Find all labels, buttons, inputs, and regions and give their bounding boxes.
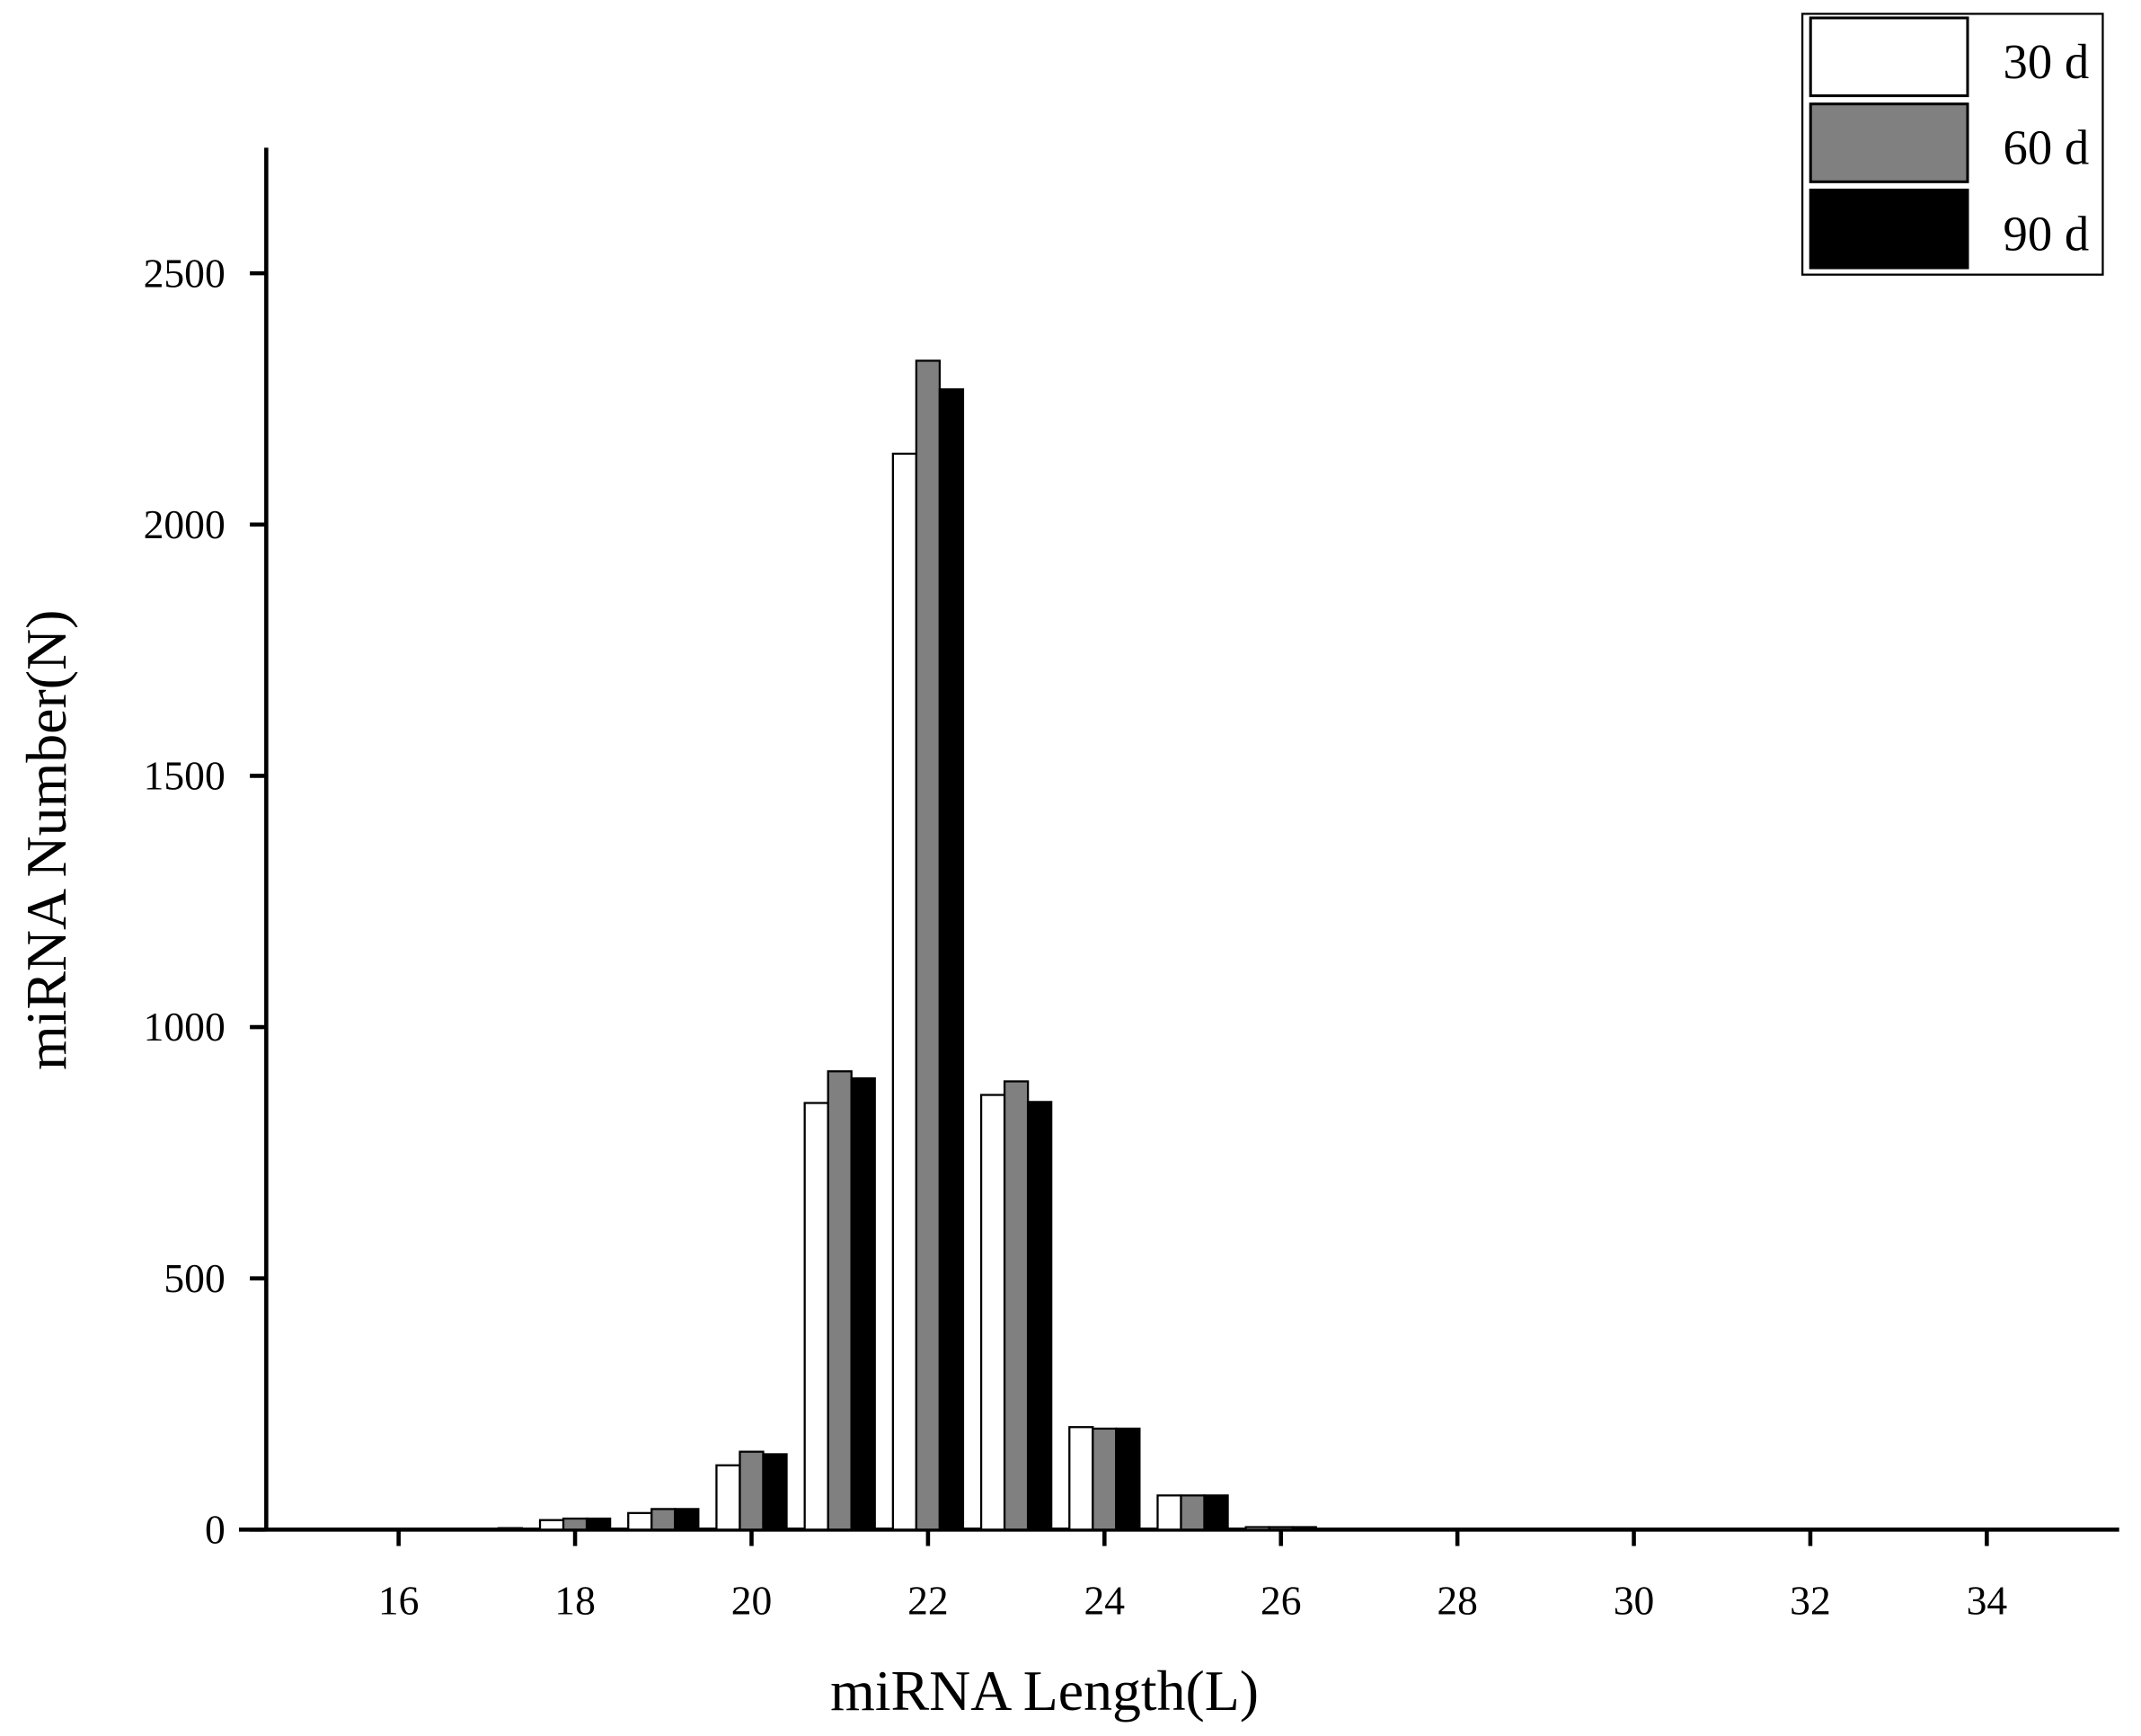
x-axis-title: miRNA Length(L) bbox=[830, 1659, 1259, 1723]
bar bbox=[1092, 1427, 1118, 1531]
x-tick-label: 22 bbox=[907, 1578, 949, 1624]
bar bbox=[1180, 1494, 1206, 1531]
bar bbox=[1003, 1080, 1030, 1531]
bar bbox=[1379, 1528, 1406, 1531]
x-tick-label: 34 bbox=[1967, 1578, 2008, 1624]
bar bbox=[1115, 1427, 1141, 1531]
bar bbox=[650, 1508, 677, 1531]
legend-label: 30 d bbox=[2004, 34, 2090, 89]
y-tick-label: 0 bbox=[205, 1507, 226, 1553]
x-tick-label: 24 bbox=[1084, 1578, 1126, 1624]
bar bbox=[674, 1508, 700, 1531]
x-tick-label: 30 bbox=[1614, 1578, 1655, 1624]
bar bbox=[1068, 1426, 1094, 1531]
x-tick-label: 28 bbox=[1437, 1578, 1478, 1624]
bar bbox=[827, 1070, 853, 1531]
bar bbox=[585, 1517, 612, 1531]
bar bbox=[915, 359, 942, 1531]
x-tick-label: 18 bbox=[554, 1578, 596, 1624]
bar bbox=[1291, 1526, 1317, 1531]
bar bbox=[979, 1094, 1006, 1531]
bar bbox=[627, 1511, 653, 1531]
bar bbox=[803, 1102, 829, 1531]
bar bbox=[450, 1528, 476, 1531]
x-tick-label: 20 bbox=[731, 1578, 773, 1624]
bar bbox=[1268, 1526, 1294, 1531]
legend-swatch bbox=[1809, 188, 1969, 270]
bar bbox=[739, 1450, 765, 1531]
legend-label: 90 d bbox=[2004, 206, 2090, 261]
bar bbox=[762, 1453, 788, 1531]
bar bbox=[1332, 1528, 1359, 1531]
legend-label: 60 d bbox=[2004, 120, 2090, 175]
bar bbox=[1244, 1526, 1270, 1531]
y-tick-label: 1000 bbox=[144, 1004, 226, 1050]
bar bbox=[850, 1076, 876, 1531]
x-tick-label: 32 bbox=[1790, 1578, 1831, 1624]
legend-swatch bbox=[1809, 102, 1969, 183]
bar bbox=[938, 388, 965, 1531]
bar bbox=[1203, 1494, 1229, 1531]
x-tick-label: 26 bbox=[1261, 1578, 1302, 1624]
bar bbox=[715, 1464, 741, 1531]
bar bbox=[1156, 1494, 1182, 1531]
y-tick-label: 500 bbox=[164, 1255, 225, 1301]
bar bbox=[473, 1528, 500, 1531]
bar bbox=[1026, 1101, 1053, 1531]
y-tick-label: 1500 bbox=[144, 753, 226, 799]
x-tick-label: 16 bbox=[378, 1578, 420, 1624]
bar bbox=[1356, 1528, 1383, 1531]
legend-swatch bbox=[1809, 16, 1969, 98]
y-tick-label: 2500 bbox=[144, 250, 226, 296]
bar bbox=[497, 1527, 524, 1531]
bar bbox=[562, 1517, 588, 1531]
bar bbox=[891, 452, 918, 1531]
bar bbox=[538, 1519, 565, 1531]
y-tick-label: 2000 bbox=[144, 501, 226, 547]
y-axis-title: miRNA Number(N) bbox=[14, 610, 78, 1070]
